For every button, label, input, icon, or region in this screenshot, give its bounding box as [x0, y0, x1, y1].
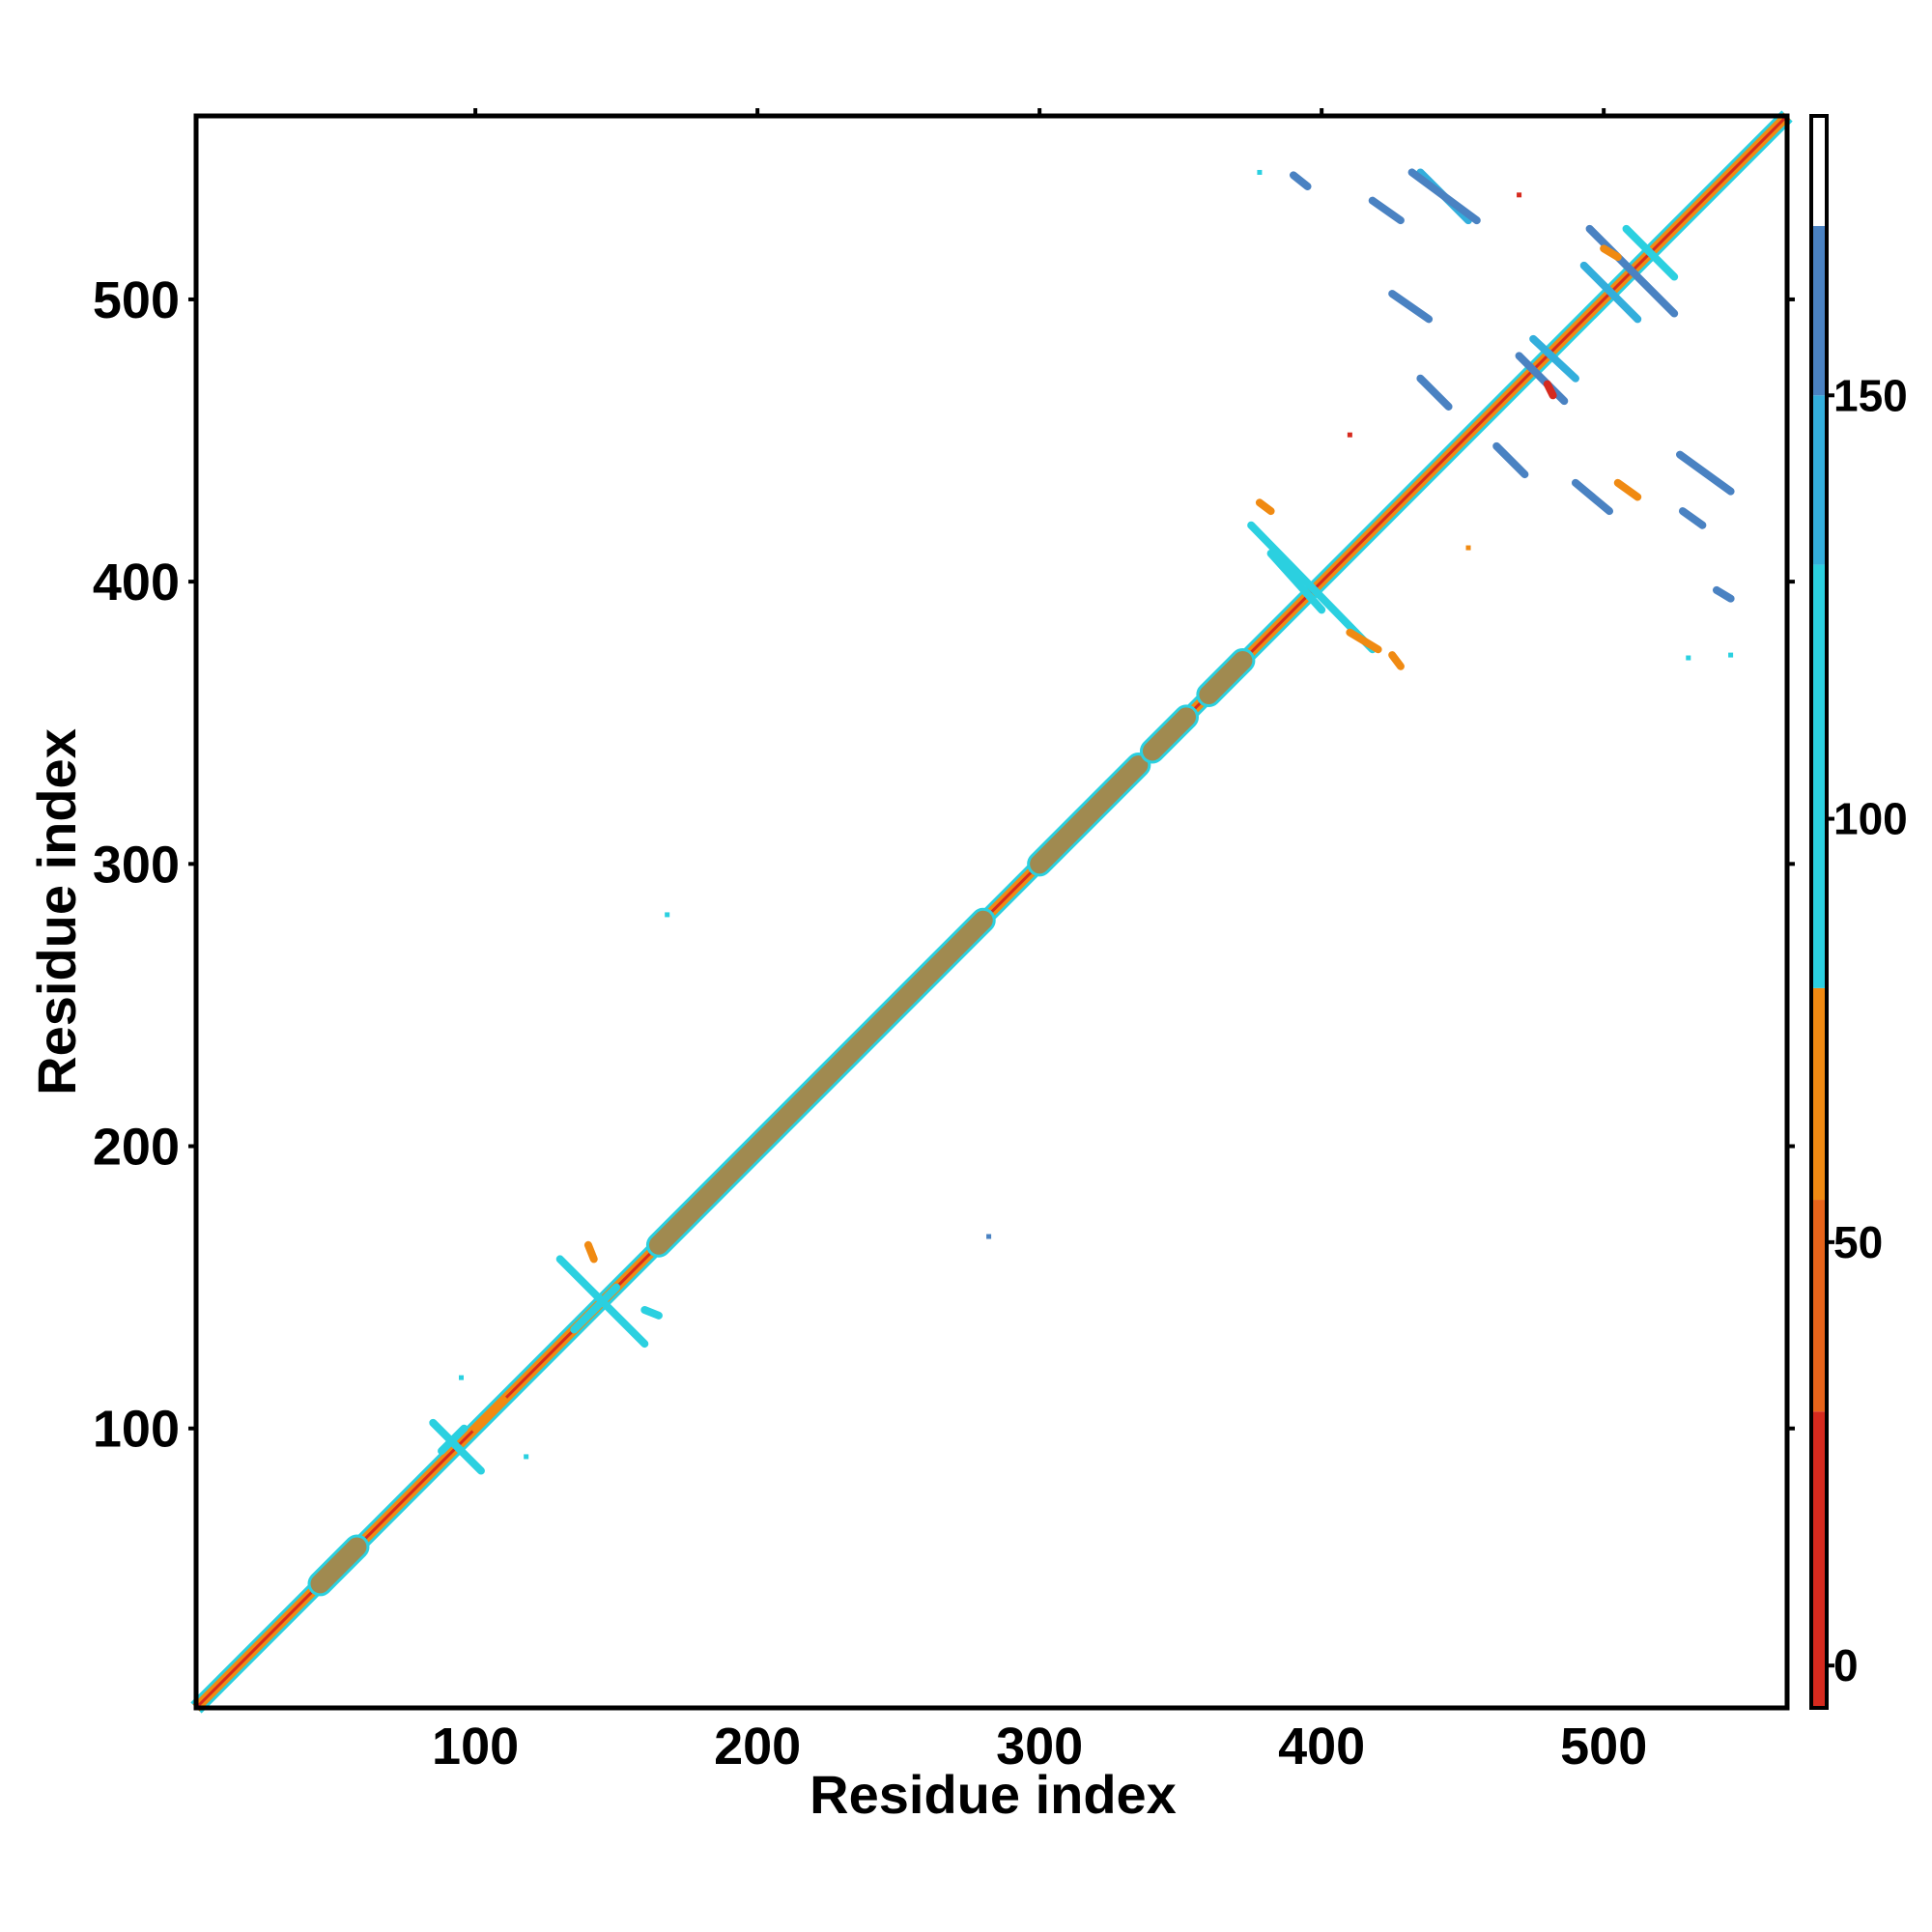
- contact-segment: [583, 1240, 598, 1264]
- contact-segment: [1266, 549, 1326, 614]
- x-axis-title: Residue index: [810, 1764, 1177, 1825]
- contact-segment: [471, 1396, 508, 1433]
- contact-segment: [570, 1283, 621, 1334]
- colorbar-band: [1813, 1200, 1825, 1412]
- x-tick-label: 500: [1560, 1718, 1647, 1776]
- colorbar-band: [1813, 116, 1825, 226]
- colorbar-tick-label: 150: [1833, 370, 1908, 420]
- contact-segment: [1613, 478, 1642, 501]
- contact-segment: [1622, 224, 1679, 281]
- contact-segment: [1712, 585, 1735, 603]
- contact-segment: [1289, 171, 1312, 191]
- x-tick-label: 200: [714, 1718, 801, 1776]
- colorbar-band: [1813, 987, 1825, 1201]
- y-tick-label: 300: [93, 836, 180, 894]
- contact-point: [986, 1234, 992, 1239]
- contact-point: [459, 1375, 464, 1380]
- contact-segment: [1492, 441, 1529, 479]
- contact-segment: [1529, 334, 1579, 383]
- x-axis: 100 200 300 400 500: [432, 108, 1647, 1776]
- contact-point: [1347, 432, 1352, 438]
- y-tick-label: 500: [93, 271, 180, 329]
- colorbar-frame: [1809, 114, 1829, 1710]
- colorbar-tick-label: 0: [1833, 1640, 1859, 1690]
- y-axis: 100 200 300 400 500: [93, 271, 1795, 1459]
- colorbar-band: [1813, 564, 1825, 988]
- x-tick-label: 300: [996, 1718, 1083, 1776]
- contact-point: [1686, 655, 1691, 661]
- contact-segment: [1579, 261, 1642, 324]
- contact-segment: [1676, 450, 1735, 496]
- contact-segment: [429, 1418, 485, 1475]
- contact-segment: [1515, 352, 1569, 406]
- contact-segment: [1388, 651, 1405, 670]
- contact-point: [665, 912, 670, 918]
- x-tick-label: 100: [432, 1718, 519, 1776]
- plot-frame: [193, 113, 1790, 1711]
- x-tick-label: 400: [1278, 1718, 1365, 1776]
- colorbar-tick-label: 100: [1833, 794, 1908, 844]
- contact-segment: [640, 1306, 663, 1320]
- helix-segment: [310, 1537, 367, 1594]
- helix-segment: [1199, 650, 1253, 705]
- colorbar-tick-label: 50: [1833, 1217, 1883, 1267]
- contact-segment: [1600, 244, 1622, 262]
- contact-point: [1728, 652, 1734, 658]
- helix-segment: [1030, 755, 1149, 874]
- y-tick-label: 400: [93, 554, 180, 611]
- contact-segment: [1388, 290, 1434, 324]
- contact-segment: [1247, 521, 1377, 654]
- contact-segment: [1585, 224, 1679, 318]
- contact-point: [1257, 169, 1263, 175]
- colorbar-band: [1813, 225, 1825, 396]
- contact-segment: [1416, 374, 1453, 411]
- helix-segment: [1142, 707, 1196, 761]
- plot-content: [190, 110, 1793, 1714]
- contact-segment: [1407, 168, 1481, 225]
- contact-segment: [1543, 380, 1557, 400]
- colorbar-band: [1813, 395, 1825, 565]
- helix-segment: [648, 910, 993, 1255]
- y-tick-label: 200: [93, 1119, 180, 1177]
- contact-segment: [438, 1424, 469, 1456]
- contact-segment: [1368, 196, 1405, 225]
- contact-segment: [1571, 478, 1614, 516]
- contact-segment: [1255, 498, 1275, 516]
- y-tick-label: 100: [93, 1401, 180, 1459]
- colorbar-band: [1813, 1411, 1825, 1708]
- y-axis-title: Residue index: [26, 728, 87, 1095]
- colorbar: 0 50 100 150: [1809, 114, 1908, 1710]
- contact-point: [524, 1454, 529, 1460]
- contact-segment: [1678, 507, 1707, 529]
- contact-segment: [1346, 628, 1382, 654]
- contact-point: [1465, 545, 1471, 551]
- contact-point: [1517, 192, 1522, 198]
